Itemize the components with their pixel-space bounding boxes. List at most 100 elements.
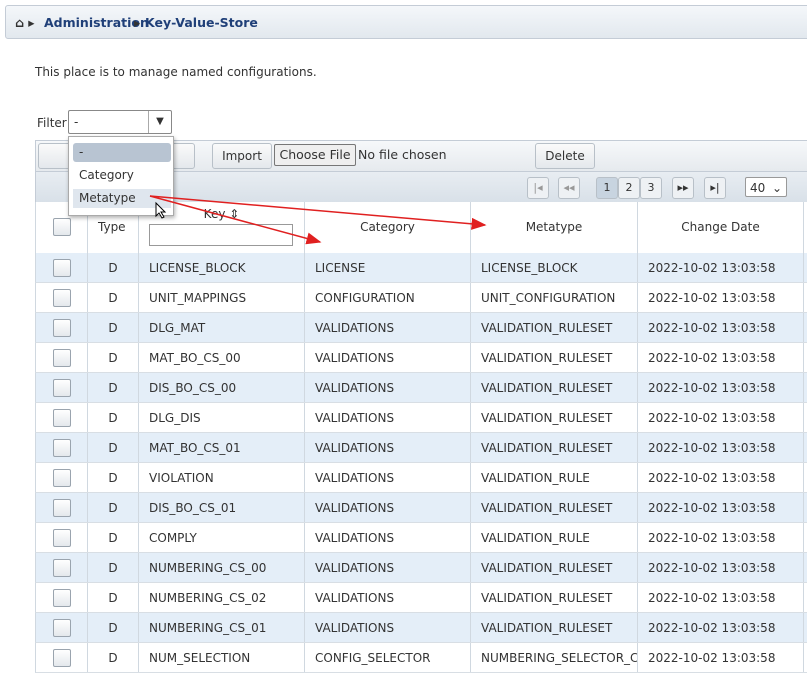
- breadcrumb-link[interactable]: Key-Value-Store: [145, 15, 258, 30]
- table-cell: CONFIGURATION: [305, 283, 471, 312]
- table-cell: 2022-10-02 13:03:58: [638, 373, 804, 402]
- checkbox[interactable]: [53, 259, 71, 277]
- header-cell: Category: [305, 202, 471, 253]
- description: This place is to manage named configurat…: [35, 65, 317, 79]
- checkbox[interactable]: [53, 218, 71, 236]
- checkbox[interactable]: [53, 589, 71, 607]
- table-cell: VALIDATIONS: [305, 343, 471, 372]
- next-page[interactable]: ▸▸: [672, 177, 694, 199]
- table-cell: 2022-10-02 13:03:58: [638, 523, 804, 552]
- page-button[interactable]: 1: [596, 177, 618, 199]
- table-cell: 2022-10-02 13:03:58: [638, 553, 804, 582]
- table-cell: VALIDATION_RULESET: [471, 343, 638, 372]
- checkbox[interactable]: [53, 529, 71, 547]
- table-row[interactable]: D LICENSE_BLOCK LICENSE LICENSE_BLOCK 2022-1…: [35, 253, 807, 283]
- table-cell: 2022-10-02 13:03:58: [638, 343, 804, 372]
- table-cell: LICENSE_BLOCK: [471, 253, 638, 282]
- checkbox[interactable]: [53, 499, 71, 517]
- table-cell: 2022-10-02 13:03:58: [638, 643, 804, 672]
- table-cell: VALIDATIONS: [305, 493, 471, 522]
- table-cell: VALIDATIONS: [305, 433, 471, 462]
- table-cell: D: [88, 613, 139, 642]
- table-cell: MAT_BO_CS_00: [139, 343, 305, 372]
- table-cell: D: [88, 583, 139, 612]
- filter-value: -: [74, 115, 79, 129]
- table-cell: D: [88, 253, 139, 282]
- arrow: ⌄: [771, 181, 782, 195]
- prev-page[interactable]: ◂◂: [558, 177, 580, 199]
- table-cell: DIS_BO_CS_01: [139, 493, 305, 522]
- table-cell: D: [88, 463, 139, 492]
- table-row[interactable]: D UNIT_MAPPINGS CONFIGURATION UNIT_CONFIGUR…: [35, 283, 807, 313]
- table-row[interactable]: D MAT_BO_CS_00 VALIDATIONS VALIDATION_RULES…: [35, 343, 807, 373]
- arrow: ▼: [148, 111, 171, 133]
- checkbox[interactable]: [53, 649, 71, 667]
- cursor: [155, 201, 167, 219]
- table-cell: 2022-10-02 13:03:58: [638, 463, 804, 492]
- table-row[interactable]: D DLG_DIS VALIDATIONS VALIDATION_RULESET 202…: [35, 403, 807, 433]
- table-cell: VALIDATIONS: [305, 373, 471, 402]
- table-cell: LICENSE_BLOCK: [139, 253, 305, 282]
- table-row[interactable]: D NUM_SELECTION CONFIG_SELECTOR NUMBERING_S…: [35, 643, 807, 673]
- breadcrumb-link[interactable]: Administration: [44, 15, 149, 30]
- table-cell: D: [88, 433, 139, 462]
- table-cell: [36, 463, 88, 492]
- table-cell: VALIDATIONS: [305, 463, 471, 492]
- checkbox[interactable]: [53, 319, 71, 337]
- header-cell: Type: [88, 202, 139, 253]
- header-cell: Metatype: [471, 202, 638, 253]
- first-page[interactable]: |◂: [527, 177, 549, 199]
- table-row[interactable]: D DIS_BO_CS_01 VALIDATIONS VALIDATION_RULES…: [35, 493, 807, 523]
- table-cell: [36, 583, 88, 612]
- table-cell: VALIDATIONS: [305, 583, 471, 612]
- import-button[interactable]: Import: [212, 143, 272, 169]
- table-cell: D: [88, 283, 139, 312]
- table-cell: [36, 253, 88, 282]
- table-cell: CONFIG_SELECTOR: [305, 643, 471, 672]
- checkbox[interactable]: [53, 289, 71, 307]
- table-row[interactable]: D NUMBERING_CS_00 VALIDATIONS VALIDATION_RU…: [35, 553, 807, 583]
- table-cell: D: [88, 523, 139, 552]
- table-cell: VALIDATION_RULESET: [471, 553, 638, 582]
- filter-option[interactable]: Metatype: [73, 189, 171, 208]
- table-row[interactable]: D VIOLATION VALIDATIONS VALIDATION_RULE 2022…: [35, 463, 807, 493]
- checkbox[interactable]: [53, 469, 71, 487]
- checkbox[interactable]: [53, 409, 71, 427]
- checkbox[interactable]: [53, 379, 71, 397]
- table-cell: D: [88, 553, 139, 582]
- table-cell: NUMBERING_CS_02: [139, 583, 305, 612]
- table-cell: [36, 373, 88, 402]
- table-cell: D: [88, 313, 139, 342]
- checkbox[interactable]: [53, 619, 71, 637]
- page-button[interactable]: 3: [640, 177, 662, 199]
- table-row[interactable]: D DLG_MAT VALIDATIONS VALIDATION_RULESET 202…: [35, 313, 807, 343]
- table-row[interactable]: D MAT_BO_CS_01 VALIDATIONS VALIDATION_RULES…: [35, 433, 807, 463]
- delete-button[interactable]: Delete: [535, 143, 595, 169]
- table-cell: VALIDATION_RULESET: [471, 583, 638, 612]
- checkbox[interactable]: [53, 349, 71, 367]
- home-icon[interactable]: ⌂ ▸: [15, 15, 35, 30]
- table-cell: VALIDATIONS: [305, 403, 471, 432]
- table-cell: NUMBERING_CS_00: [139, 553, 305, 582]
- checkbox[interactable]: [53, 559, 71, 577]
- table-cell: UNIT_CONFIGURATION: [471, 283, 638, 312]
- table-cell: VALIDATION_RULESET: [471, 433, 638, 462]
- table-cell: 2022-10-02 13:03:58: [638, 403, 804, 432]
- choose-file-button[interactable]: Choose File: [274, 144, 356, 166]
- table-row[interactable]: D NUMBERING_CS_01 VALIDATIONS VALIDATION_RU…: [35, 613, 807, 643]
- page-size-select[interactable]: 40 ⌄: [745, 177, 787, 197]
- table-cell: VIOLATION: [139, 463, 305, 492]
- checkbox[interactable]: [53, 439, 71, 457]
- last-page[interactable]: ▸|: [704, 177, 726, 199]
- table-row[interactable]: D COMPLY VALIDATIONS VALIDATION_RULE 2022-10…: [35, 523, 807, 553]
- table-row[interactable]: D DIS_BO_CS_00 VALIDATIONS VALIDATION_RULES…: [35, 373, 807, 403]
- filter-option[interactable]: -: [73, 143, 171, 162]
- table-row[interactable]: D NUMBERING_CS_02 VALIDATIONS VALIDATION_RU…: [35, 583, 807, 613]
- table-cell: 2022-10-02 13:03:58: [638, 253, 804, 282]
- filter-option[interactable]: Category: [79, 168, 134, 182]
- page-button[interactable]: 2: [618, 177, 640, 199]
- table-cell: NUMBERING_CS_01: [139, 613, 305, 642]
- table-cell: VALIDATIONS: [305, 523, 471, 552]
- filter-select[interactable]: - ▼: [68, 110, 172, 134]
